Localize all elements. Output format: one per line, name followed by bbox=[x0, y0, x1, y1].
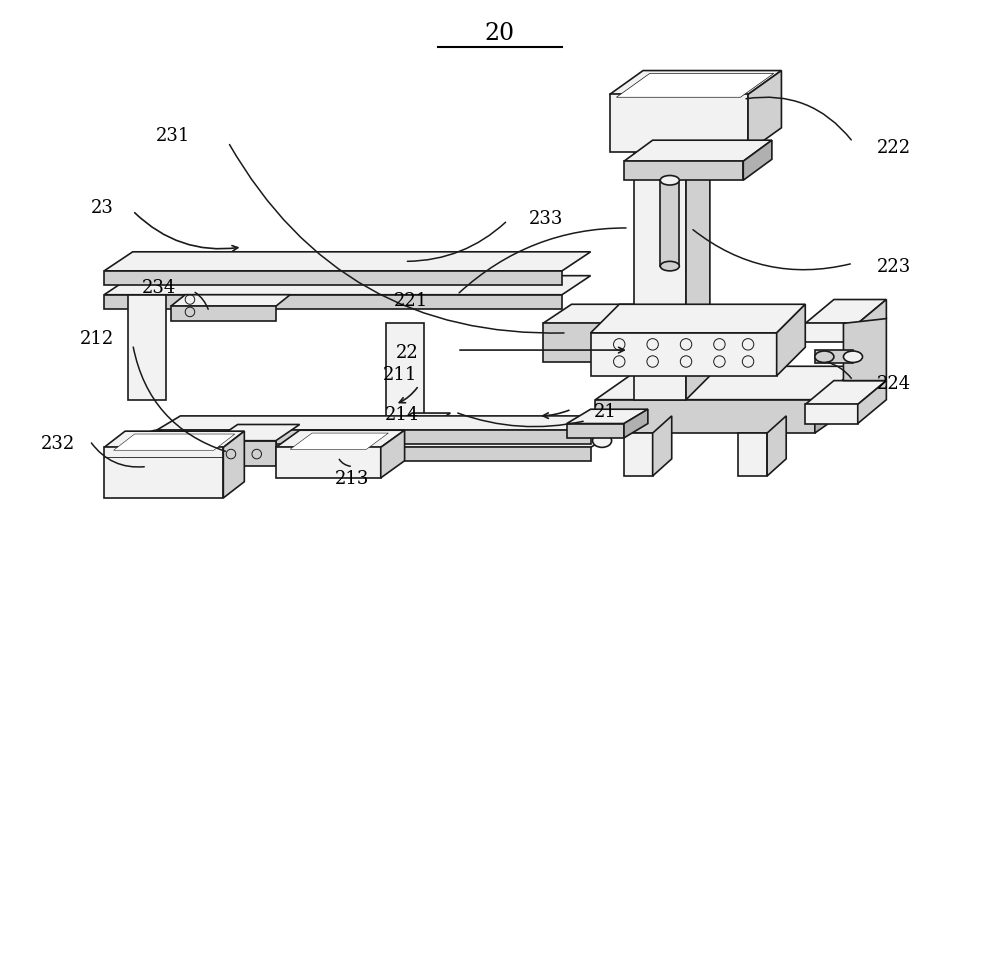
Polygon shape bbox=[610, 95, 748, 152]
Polygon shape bbox=[214, 441, 276, 448]
Text: 23: 23 bbox=[91, 199, 114, 216]
Polygon shape bbox=[805, 324, 858, 343]
Polygon shape bbox=[624, 434, 653, 476]
Text: 212: 212 bbox=[79, 330, 114, 347]
Polygon shape bbox=[157, 416, 614, 431]
Text: 232: 232 bbox=[41, 435, 75, 452]
Polygon shape bbox=[381, 431, 405, 478]
Polygon shape bbox=[743, 141, 772, 181]
Polygon shape bbox=[805, 405, 858, 424]
Polygon shape bbox=[157, 434, 614, 448]
Text: 213: 213 bbox=[335, 470, 369, 488]
Polygon shape bbox=[214, 441, 276, 467]
Polygon shape bbox=[157, 448, 591, 461]
Polygon shape bbox=[276, 448, 381, 478]
Polygon shape bbox=[815, 351, 853, 364]
Polygon shape bbox=[686, 76, 710, 400]
Polygon shape bbox=[591, 305, 805, 334]
Polygon shape bbox=[858, 381, 886, 424]
Polygon shape bbox=[114, 435, 235, 451]
Polygon shape bbox=[653, 416, 672, 476]
Polygon shape bbox=[214, 425, 300, 441]
Text: 233: 233 bbox=[529, 211, 563, 228]
Polygon shape bbox=[543, 305, 648, 324]
Polygon shape bbox=[805, 300, 886, 324]
Polygon shape bbox=[738, 434, 767, 476]
Polygon shape bbox=[567, 410, 648, 424]
Ellipse shape bbox=[147, 448, 166, 461]
Ellipse shape bbox=[815, 352, 834, 363]
Polygon shape bbox=[276, 431, 405, 448]
Polygon shape bbox=[610, 71, 781, 95]
Text: 214: 214 bbox=[385, 406, 419, 423]
Polygon shape bbox=[591, 334, 777, 376]
Polygon shape bbox=[595, 367, 863, 400]
Text: 231: 231 bbox=[156, 128, 190, 145]
Polygon shape bbox=[290, 434, 388, 450]
Polygon shape bbox=[748, 71, 781, 152]
Ellipse shape bbox=[660, 176, 679, 186]
Text: 221: 221 bbox=[394, 292, 428, 309]
Polygon shape bbox=[157, 431, 591, 444]
Polygon shape bbox=[815, 367, 863, 434]
Polygon shape bbox=[104, 276, 591, 295]
Polygon shape bbox=[805, 381, 886, 405]
Ellipse shape bbox=[593, 435, 612, 448]
Text: 21: 21 bbox=[593, 403, 616, 420]
Polygon shape bbox=[386, 324, 424, 431]
Polygon shape bbox=[171, 295, 290, 307]
Polygon shape bbox=[223, 432, 244, 498]
Text: 20: 20 bbox=[485, 22, 515, 45]
Ellipse shape bbox=[593, 417, 612, 431]
Polygon shape bbox=[171, 307, 276, 322]
Polygon shape bbox=[634, 95, 686, 400]
Polygon shape bbox=[616, 74, 774, 98]
Polygon shape bbox=[128, 295, 166, 400]
Polygon shape bbox=[858, 300, 886, 343]
Polygon shape bbox=[660, 181, 679, 267]
Polygon shape bbox=[104, 432, 244, 448]
Text: 222: 222 bbox=[877, 139, 911, 156]
Text: 22: 22 bbox=[396, 344, 419, 361]
Polygon shape bbox=[624, 162, 743, 181]
Polygon shape bbox=[843, 319, 886, 381]
Polygon shape bbox=[624, 141, 772, 162]
Polygon shape bbox=[104, 272, 562, 286]
Polygon shape bbox=[104, 448, 223, 498]
Polygon shape bbox=[619, 305, 648, 362]
Polygon shape bbox=[634, 76, 710, 95]
Ellipse shape bbox=[147, 431, 166, 444]
Polygon shape bbox=[104, 295, 562, 310]
Polygon shape bbox=[777, 305, 805, 376]
Polygon shape bbox=[543, 324, 619, 362]
Polygon shape bbox=[767, 416, 786, 476]
Text: 211: 211 bbox=[383, 366, 417, 384]
Text: 223: 223 bbox=[877, 258, 911, 275]
Text: 234: 234 bbox=[141, 279, 176, 296]
Text: 224: 224 bbox=[877, 375, 911, 393]
Polygon shape bbox=[567, 424, 624, 438]
Polygon shape bbox=[595, 400, 815, 434]
Ellipse shape bbox=[660, 262, 679, 272]
Polygon shape bbox=[104, 253, 591, 272]
Polygon shape bbox=[386, 414, 450, 431]
Ellipse shape bbox=[843, 352, 863, 363]
Polygon shape bbox=[624, 410, 648, 438]
